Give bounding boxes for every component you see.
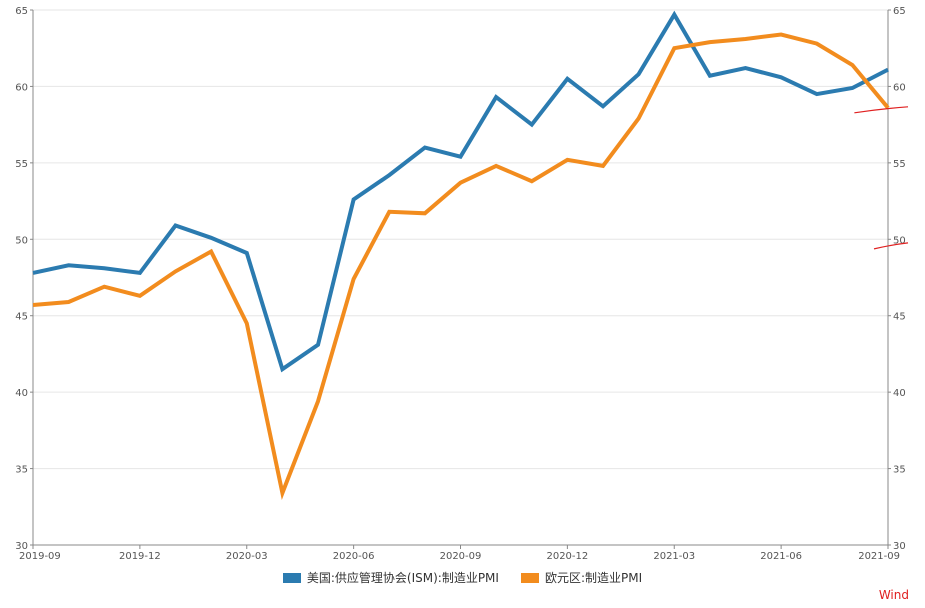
- legend-item-eurozone[interactable]: 欧元区:制造业PMI: [520, 569, 643, 586]
- annotations: [854, 106, 909, 250]
- y-tick-label-left: 45: [15, 312, 28, 323]
- x-tick-label: 2021-09: [858, 551, 900, 562]
- y-tick-label-left: 60: [15, 82, 28, 93]
- x-tick-label: 2020-03: [226, 551, 268, 562]
- series-lines: [32, 10, 890, 501]
- y-tick-label-right: 55: [893, 159, 906, 170]
- x-tick-label: 2020-12: [546, 551, 588, 562]
- legend-label-us-ism: 美国:供应管理协会(ISM):制造业PMI: [306, 571, 499, 585]
- y-tick-label-left: 30: [15, 541, 28, 552]
- x-tick-label: 2020-06: [333, 551, 375, 562]
- y-tick-label-left: 35: [15, 465, 28, 476]
- y-tick-label-left: 40: [15, 388, 28, 399]
- x-tick-label: 2020-09: [440, 551, 482, 562]
- y-tick-label-right: 65: [893, 6, 906, 17]
- grid-lines: [33, 9, 888, 470]
- source-label: Wind: [878, 588, 909, 602]
- legend-swatch-eurozone: [520, 572, 539, 583]
- y-tick-label-right: 30: [893, 541, 906, 552]
- series-line-us-ism: [32, 10, 889, 373]
- x-tick-label: 2021-03: [653, 551, 695, 562]
- y-tick-label-right: 45: [893, 312, 906, 323]
- legend-item-us-ism[interactable]: 美国:供应管理协会(ISM):制造业PMI: [282, 569, 499, 586]
- handwritten-red-mark: [854, 106, 909, 114]
- y-tick-label-right: 50: [893, 235, 906, 246]
- legend-swatch-us-ism: [282, 572, 301, 583]
- y-tick-label-right: 40: [893, 388, 906, 399]
- legend-label-eurozone: 欧元区:制造业PMI: [544, 571, 643, 585]
- legend: 美国:供应管理协会(ISM):制造业PMI 欧元区:制造业PMI: [0, 569, 925, 586]
- x-tick-label: 2019-12: [119, 551, 161, 562]
- y-tick-label-right: 35: [893, 465, 906, 476]
- y-tick-label-left: 55: [15, 159, 28, 170]
- x-tick-label: 2019-09: [19, 551, 61, 562]
- y-tick-label-left: 65: [15, 6, 28, 17]
- series-line-eurozone: [32, 32, 890, 501]
- axes: 30 35 40 45 50 55 60 65 30 35 40 45 50 55 60 65 2019-09 2…: [15, 6, 905, 562]
- y-tick-label-left: 50: [15, 235, 28, 246]
- x-tick-label: 2021-06: [760, 551, 802, 562]
- y-tick-label-right: 60: [893, 82, 906, 93]
- handwritten-red-mark: [873, 242, 909, 250]
